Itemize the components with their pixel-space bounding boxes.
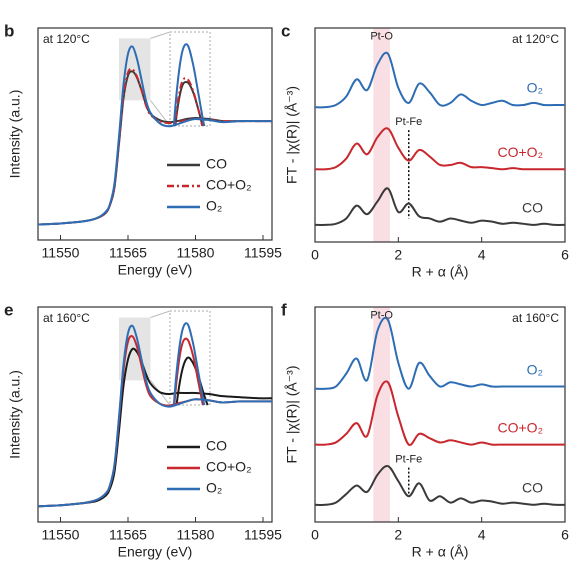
annotation: Pt-Fe <box>395 116 422 128</box>
x-tick-label: 11550 <box>42 245 80 261</box>
plot-frame <box>37 27 273 241</box>
series-line <box>315 51 565 109</box>
x-axis-title: R + α (Å) <box>412 544 469 560</box>
inset-series-line <box>173 337 204 405</box>
highlight-band <box>373 307 390 522</box>
inset-series-line <box>172 322 206 405</box>
y-axis-title: Intensity (a.u.) <box>7 90 23 179</box>
x-tick-label: 2 <box>394 527 402 543</box>
series-line <box>38 324 272 508</box>
legend-label: CO+O₂ <box>206 459 252 475</box>
x-tick-label: 2 <box>394 247 402 263</box>
legend-label: O₂ <box>206 480 222 496</box>
x-tick-label: 6 <box>561 247 569 263</box>
series-line <box>315 127 565 171</box>
legend-label: CO <box>206 156 227 172</box>
x-tick-label: 11580 <box>177 245 215 261</box>
panel-label: f <box>281 300 287 319</box>
legend-label: CO <box>206 438 227 454</box>
x-tick-label: 6 <box>561 527 569 543</box>
condition-note: at 160°C <box>43 311 90 325</box>
plot-frame <box>37 306 273 523</box>
inset-series-line <box>173 77 204 126</box>
legend-label: O₂ <box>206 198 222 214</box>
annotation: Pt-Fe <box>395 454 422 466</box>
plot-frame <box>314 27 566 243</box>
series-line <box>38 347 272 508</box>
x-tick-label: 11595 <box>244 527 282 543</box>
series-label: CO <box>522 200 543 216</box>
series-line <box>38 335 272 508</box>
inset-series-line <box>172 43 206 126</box>
highlight-band <box>373 28 390 242</box>
x-tick-label: 11580 <box>177 527 215 543</box>
y-axis-title: FT - |χ(R)| (Å⁻³) <box>284 86 300 184</box>
plot-frame <box>314 306 566 523</box>
x-tick-label: 11565 <box>109 527 147 543</box>
series-label: CO+O₂ <box>498 144 544 160</box>
series-line <box>315 380 565 447</box>
series-label: CO+O₂ <box>498 419 544 435</box>
series-line <box>315 464 565 506</box>
condition-note: at 120°C <box>512 32 559 46</box>
series-line <box>315 187 565 226</box>
condition-note: at 120°C <box>43 32 90 46</box>
series-line <box>38 70 272 226</box>
panel-label: b <box>4 21 14 40</box>
x-tick-label: 0 <box>311 527 319 543</box>
series-line <box>315 316 565 390</box>
inset-connector <box>150 31 171 39</box>
annotation: Pt-O <box>370 30 393 42</box>
panel-label: c <box>281 21 290 40</box>
series-label: O₂ <box>527 80 543 96</box>
x-tick-label: 4 <box>478 247 486 263</box>
series-line <box>38 67 272 226</box>
series-label: CO <box>522 480 543 496</box>
series-label: O₂ <box>527 361 543 377</box>
x-tick-label: 11565 <box>109 245 147 261</box>
y-axis-title: FT - |χ(R)| (Å⁻³) <box>284 366 300 464</box>
legend-label: CO+O₂ <box>206 177 252 193</box>
y-axis-title: Intensity (a.u.) <box>7 370 23 459</box>
series-line <box>38 45 272 226</box>
panel-label: e <box>4 300 13 319</box>
condition-note: at 160°C <box>512 311 559 325</box>
inset-connector <box>150 310 171 318</box>
x-tick-label: 4 <box>478 527 486 543</box>
x-axis-title: Energy (eV) <box>118 262 193 278</box>
x-tick-label: 0 <box>311 247 319 263</box>
x-axis-title: Energy (eV) <box>118 544 193 560</box>
x-axis-title: R + α (Å) <box>412 264 469 280</box>
x-tick-label: 11595 <box>244 245 282 261</box>
x-tick-label: 11550 <box>42 527 80 543</box>
